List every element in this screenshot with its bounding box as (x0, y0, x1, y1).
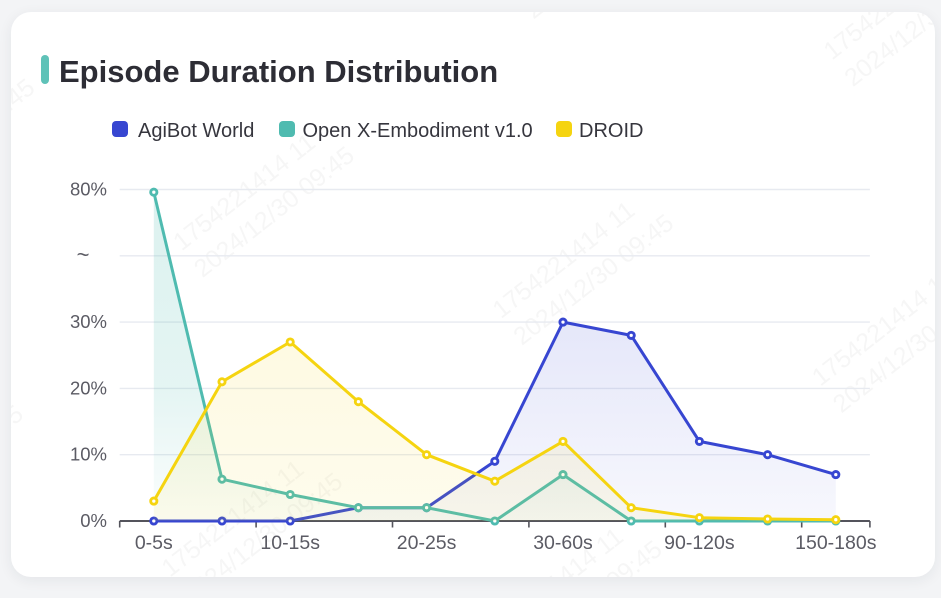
svg-text:20-25s: 20-25s (397, 532, 457, 554)
svg-text:30-60s: 30-60s (533, 532, 593, 554)
svg-text:0%: 0% (80, 510, 107, 531)
svg-text:80%: 80% (70, 179, 107, 200)
svg-text:10%: 10% (70, 444, 107, 465)
svg-text:90-120s: 90-120s (664, 532, 735, 554)
svg-text:10-15s: 10-15s (260, 532, 320, 554)
svg-text:20%: 20% (70, 377, 107, 398)
svg-text:30%: 30% (70, 311, 107, 332)
svg-text:150-180s: 150-180s (795, 532, 877, 554)
svg-text:0-5s: 0-5s (135, 532, 173, 554)
svg-text:~: ~ (77, 242, 90, 267)
